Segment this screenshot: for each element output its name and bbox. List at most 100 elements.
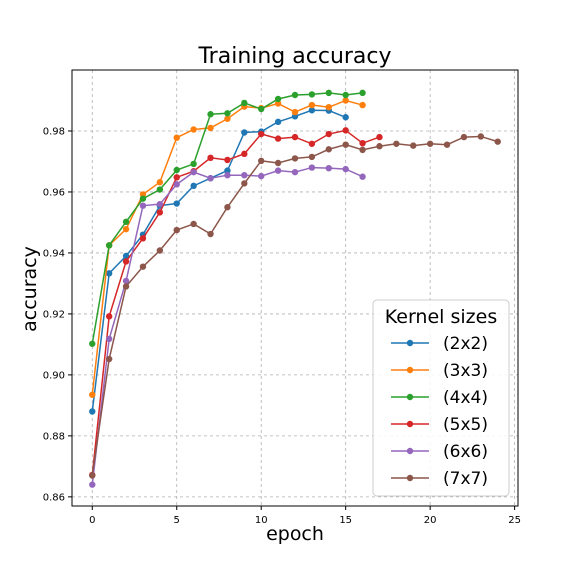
data-point [173, 200, 180, 207]
legend-swatch-marker [406, 420, 414, 428]
data-point [359, 101, 366, 109]
data-point [241, 180, 248, 187]
data-point [291, 133, 299, 141]
data-point [477, 133, 485, 140]
legend-label: (5x5) [443, 415, 488, 435]
data-point [258, 157, 265, 165]
data-point [359, 173, 366, 180]
data-point [342, 141, 349, 148]
data-point [224, 156, 231, 164]
data-point [105, 270, 113, 277]
legend-item: (3x3) [391, 361, 488, 381]
data-point [291, 108, 299, 116]
data-point [207, 111, 214, 118]
data-point [156, 179, 164, 186]
data-point [342, 165, 349, 173]
data-point [274, 167, 282, 174]
legend-swatch-marker [406, 393, 414, 401]
data-point [410, 142, 417, 149]
axis-ticks: 0 5 10 15 20 25 0.86 0.88 0.90 0.92 0.94 0.96 0.98 [43, 126, 521, 526]
y-tick-label: 0.88 [43, 431, 65, 442]
data-point [89, 472, 96, 479]
data-point [156, 247, 164, 254]
data-point [122, 258, 130, 265]
series-line [91, 92, 363, 344]
data-point [342, 97, 349, 104]
data-point [274, 95, 282, 103]
data-point [122, 283, 130, 290]
series-4 [89, 127, 383, 479]
data-point [224, 110, 231, 117]
data-point [139, 195, 147, 202]
series-6 [89, 133, 501, 479]
x-tick-label: 5 [174, 515, 180, 526]
data-point [139, 202, 147, 209]
data-point [173, 181, 180, 188]
data-point [105, 335, 113, 343]
data-point [190, 168, 197, 176]
data-point [122, 252, 130, 260]
y-tick-label: 0.96 [43, 187, 65, 198]
data-point [291, 155, 299, 162]
data-point [443, 141, 451, 148]
data-point [241, 129, 248, 136]
data-point [207, 230, 214, 238]
data-point [224, 204, 231, 211]
data-point [173, 226, 180, 234]
data-point [376, 143, 383, 150]
data-point [241, 171, 248, 179]
x-tick-label: 25 [508, 515, 521, 526]
data-point [308, 107, 316, 114]
data-point [308, 140, 316, 147]
data-point [139, 263, 147, 270]
data-point [325, 130, 332, 138]
data-point [325, 103, 332, 111]
y-tick-label: 0.94 [43, 248, 65, 259]
data-point [156, 200, 164, 208]
data-point [190, 160, 197, 168]
data-point [190, 126, 197, 133]
data-point [325, 146, 332, 153]
data-point [258, 130, 265, 138]
data-point [308, 164, 316, 171]
data-point [274, 159, 282, 167]
data-point [207, 124, 214, 132]
data-point [224, 171, 231, 179]
y-axis-label: accuracy [19, 246, 41, 332]
legend-item: (5x5) [391, 415, 488, 435]
data-point [156, 209, 164, 216]
data-point [494, 138, 501, 145]
legend-item: (6x6) [391, 442, 488, 462]
legend-title: Kernel sizes [385, 306, 497, 328]
data-point [342, 127, 349, 134]
data-point [291, 168, 299, 176]
data-point [122, 225, 130, 233]
data-point [207, 154, 214, 162]
plot-frame [71, 69, 519, 507]
data-point [342, 114, 349, 121]
legend-swatch-marker [406, 339, 414, 347]
data-point [173, 166, 180, 174]
legend-label: (6x6) [443, 442, 488, 462]
legend-item: (2x2) [391, 334, 488, 354]
data-point [308, 101, 316, 109]
data-point [258, 172, 265, 180]
data-point [359, 146, 366, 154]
data-point [258, 105, 265, 113]
series-2 [89, 97, 366, 398]
data-point [376, 133, 383, 141]
data-point [460, 133, 468, 141]
data-point [274, 118, 282, 126]
data-point [105, 242, 113, 249]
data-point [173, 174, 180, 181]
y-tick-label: 0.98 [43, 126, 65, 137]
data-point [122, 218, 130, 226]
chart-title: Training accuracy [197, 44, 391, 69]
data-point [274, 100, 282, 107]
data-point [308, 91, 316, 98]
data-point [274, 135, 282, 142]
data-point [325, 89, 332, 97]
data-point [105, 313, 113, 320]
data-point [173, 134, 180, 141]
